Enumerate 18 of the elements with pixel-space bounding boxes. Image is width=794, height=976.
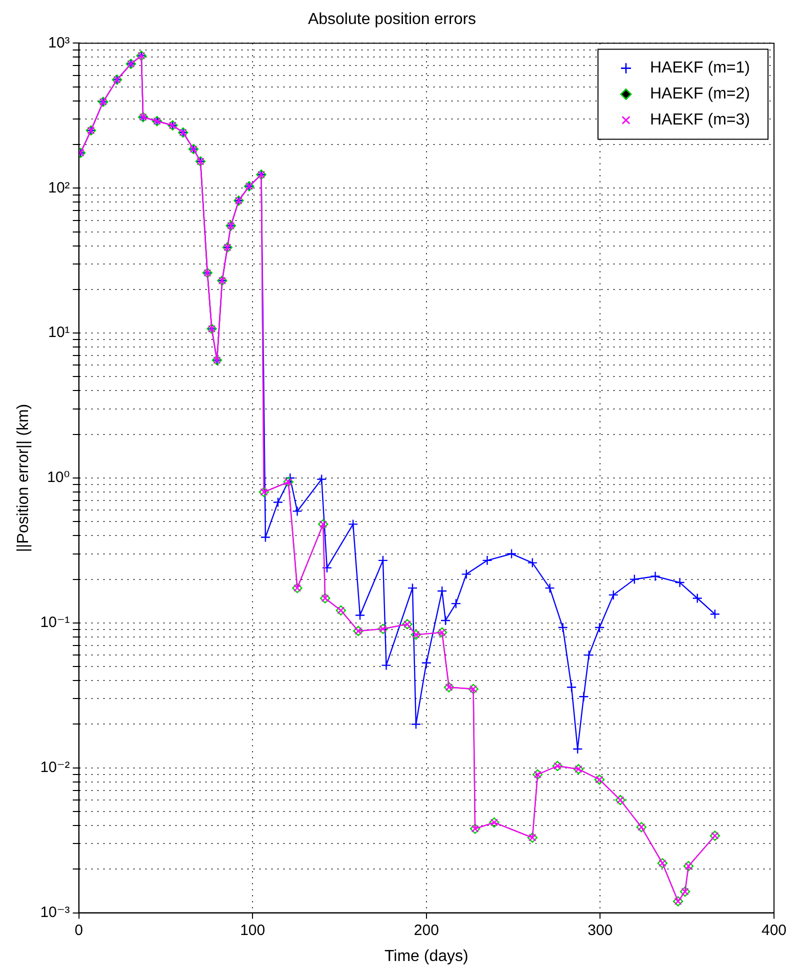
x-tick-label: 200 — [414, 922, 439, 939]
y-tick-label: 10⁻² — [40, 759, 70, 776]
y-tick-label: 10⁻³ — [40, 904, 70, 921]
y-tick-label: 10³ — [48, 34, 70, 52]
chart-title: Absolute position errors — [308, 11, 476, 28]
legend-label: HAEKF (m=2) — [650, 86, 750, 103]
y-tick-label: 10⁻¹ — [40, 614, 70, 632]
legend-label: HAEKF (m=1) — [650, 60, 750, 77]
y-tick-label: 10⁰ — [47, 469, 70, 486]
y-tick-label: 10² — [48, 179, 70, 196]
y-tick-label: 10¹ — [48, 324, 70, 342]
y-axis-title: ||Position error|| (km) — [15, 404, 32, 552]
x-tick-label: 300 — [588, 922, 613, 939]
x-tick-label: 400 — [761, 922, 787, 939]
x-axis-title: Time (days) — [384, 948, 468, 965]
legend-label: HAEKF (m=3) — [650, 112, 750, 129]
x-tick-label: 100 — [240, 922, 266, 939]
x-tick-label: 0 — [74, 922, 83, 939]
